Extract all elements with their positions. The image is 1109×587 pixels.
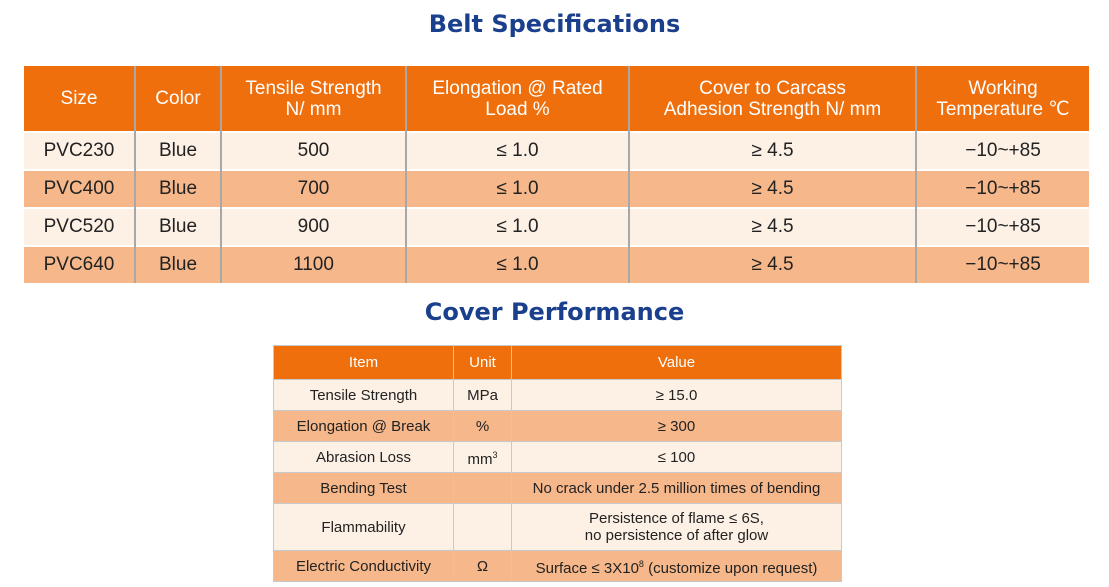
cell-unit (453, 503, 512, 551)
cell-working-temperature: −10~+85 (915, 207, 1089, 246)
cell-color: Blue (134, 169, 221, 208)
table-row: PVC400 Blue 700 ≤ 1.0 ≥ 4.5 −10~+85 (24, 169, 1089, 208)
cell-size: PVC230 (24, 131, 135, 170)
table-header-row: Item Unit Value (273, 345, 842, 380)
cell-value: ≥ 15.0 (511, 379, 842, 411)
column-header-size: Size (24, 66, 135, 132)
cell-adhesion-strength: ≥ 4.5 (628, 131, 916, 170)
cover-performance-title: Cover Performance (424, 298, 685, 326)
cell-item: Elongation @ Break (273, 410, 454, 442)
cell-item: Abrasion Loss (273, 441, 454, 473)
cell-value: Surface ≤ 3X108 (customize upon request) (511, 550, 842, 582)
cell-elongation: ≤ 1.0 (405, 169, 629, 208)
cell-working-temperature: −10~+85 (915, 131, 1089, 170)
table-header-row: Size Color Tensile Strength N/ mm Elongat… (24, 66, 1089, 132)
cell-adhesion-strength: ≥ 4.5 (628, 169, 916, 208)
cell-elongation: ≤ 1.0 (405, 207, 629, 246)
cell-item: Electric Conductivity (273, 550, 454, 582)
cell-adhesion-strength: ≥ 4.5 (628, 245, 916, 283)
cell-color: Blue (134, 131, 221, 170)
cell-value: Persistence of flame ≤ 6S, no persistence… (511, 503, 842, 551)
table-row: Elongation @ Break % ≥ 300 (273, 410, 842, 442)
table-row: Abrasion Loss mm3 ≤ 100 (273, 441, 842, 473)
cell-tensile-strength: 700 (220, 169, 406, 208)
cell-item: Bending Test (273, 472, 454, 504)
column-header-item: Item (273, 345, 454, 380)
table-row: PVC640 Blue 1100 ≤ 1.0 ≥ 4.5 −10~+85 (24, 245, 1089, 283)
cell-tensile-strength: 900 (220, 207, 406, 246)
column-header-color: Color (134, 66, 221, 132)
cell-value: ≤ 100 (511, 441, 842, 473)
cell-size: PVC400 (24, 169, 135, 208)
belt-specifications-table: Size Color Tensile Strength N/ mm Elongat… (24, 66, 1089, 283)
cell-color: Blue (134, 245, 221, 283)
column-header-tensile-strength: Tensile Strength N/ mm (220, 66, 406, 132)
column-header-working-temperature: Working Temperature ℃ (915, 66, 1089, 132)
cell-color: Blue (134, 207, 221, 246)
cell-tensile-strength: 500 (220, 131, 406, 170)
cover-performance-table: Item Unit Value Tensile Strength MPa ≥ 1… (273, 345, 842, 582)
cell-size: PVC520 (24, 207, 135, 246)
column-header-elongation: Elongation @ Rated Load % (405, 66, 629, 132)
cell-working-temperature: −10~+85 (915, 245, 1089, 283)
cell-unit: % (453, 410, 512, 442)
cell-working-temperature: −10~+85 (915, 169, 1089, 208)
cell-unit: mm3 (453, 441, 512, 473)
table-row: Tensile Strength MPa ≥ 15.0 (273, 379, 842, 411)
table-row: PVC520 Blue 900 ≤ 1.0 ≥ 4.5 −10~+85 (24, 207, 1089, 246)
belt-specifications-title: Belt Specifications (428, 10, 681, 38)
cell-unit (453, 472, 512, 504)
cell-item: Tensile Strength (273, 379, 454, 411)
cell-elongation: ≤ 1.0 (405, 131, 629, 170)
cell-value: ≥ 300 (511, 410, 842, 442)
cell-unit: Ω (453, 550, 512, 582)
cell-elongation: ≤ 1.0 (405, 245, 629, 283)
column-header-value: Value (511, 345, 842, 380)
cell-item: Flammability (273, 503, 454, 551)
column-header-unit: Unit (453, 345, 512, 380)
table-row: Electric Conductivity Ω Surface ≤ 3X108 … (273, 550, 842, 582)
table-row: Bending Test No crack under 2.5 million … (273, 472, 842, 504)
cell-size: PVC640 (24, 245, 135, 283)
table-row: Flammability Persistence of flame ≤ 6S, n… (273, 503, 842, 551)
cell-value: No crack under 2.5 million times of bend… (511, 472, 842, 504)
cell-unit: MPa (453, 379, 512, 411)
column-header-adhesion-strength: Cover to Carcass Adhesion Strength N/ mm (628, 66, 916, 132)
cell-tensile-strength: 1100 (220, 245, 406, 283)
table-row: PVC230 Blue 500 ≤ 1.0 ≥ 4.5 −10~+85 (24, 131, 1089, 170)
cell-adhesion-strength: ≥ 4.5 (628, 207, 916, 246)
